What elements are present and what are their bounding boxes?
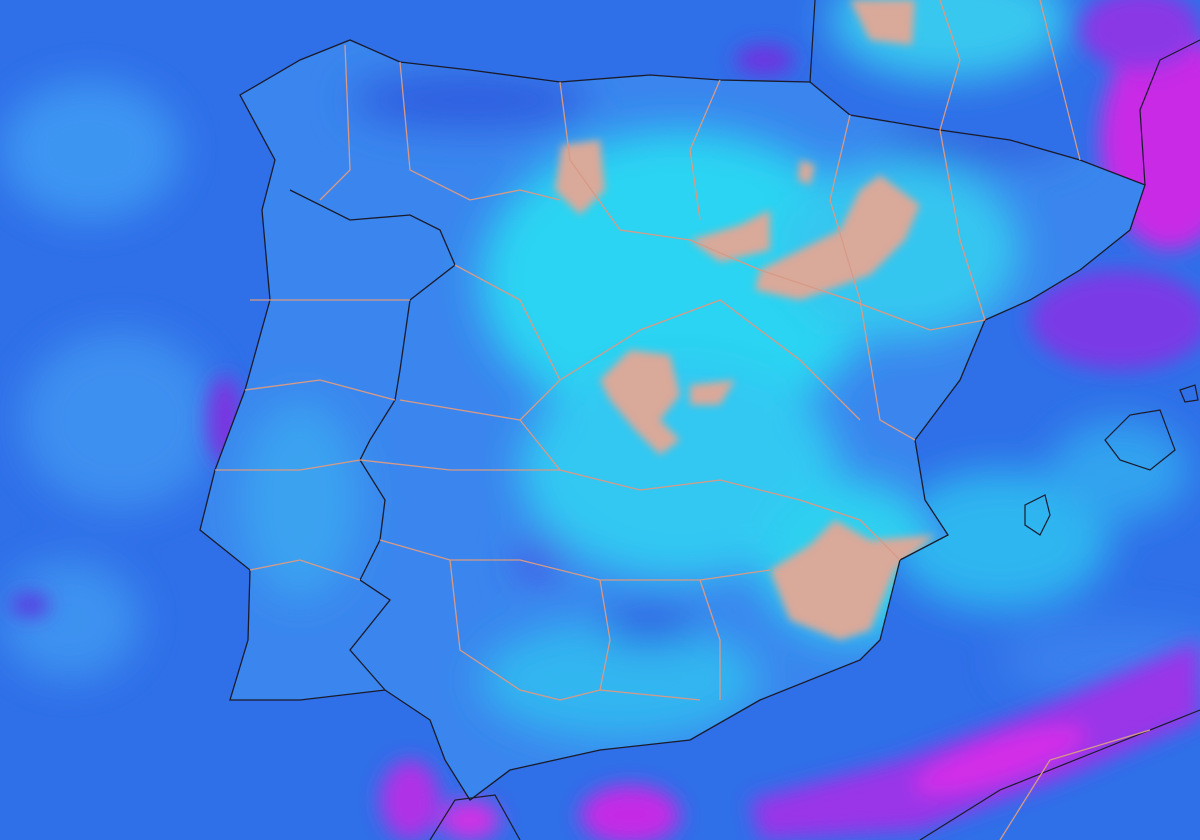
sea-patch — [0, 80, 180, 220]
region-border — [939, 0, 961, 131]
regional-borders — [215, 0, 1151, 840]
island — [1104, 409, 1176, 471]
heavy-area — [1030, 270, 1200, 370]
heavy-area — [914, 726, 1086, 794]
region-border — [559, 299, 861, 421]
land-patch — [350, 70, 590, 130]
region-border — [699, 579, 721, 700]
sea-patch — [0, 560, 140, 680]
sea-patch — [20, 330, 220, 510]
coastline — [1139, 39, 1200, 186]
region-border — [319, 44, 351, 201]
land-patch — [518, 544, 562, 576]
dry-area — [798, 160, 815, 185]
land-patch — [480, 620, 760, 740]
heavy-area — [750, 640, 1200, 840]
heavy-area — [10, 593, 50, 617]
dry-area — [755, 175, 920, 300]
heavy-area — [440, 800, 500, 840]
dry-area — [555, 140, 605, 215]
land-patch — [780, 160, 1020, 340]
heavy-areas — [10, 0, 1200, 840]
region-border — [249, 559, 361, 581]
region-border — [1039, 0, 1081, 161]
island — [1024, 494, 1051, 536]
dry-area — [690, 380, 735, 405]
sea-texture — [0, 0, 1200, 700]
heavy-area — [1080, 0, 1200, 70]
border — [289, 189, 456, 691]
dry-area — [600, 350, 680, 455]
island — [1179, 384, 1199, 403]
region-border — [559, 81, 986, 331]
region-border — [399, 61, 561, 201]
region-border — [215, 459, 361, 471]
heavy-area — [735, 45, 795, 75]
sea-patch — [890, 470, 1110, 610]
region-border — [829, 114, 916, 441]
region-border — [449, 559, 701, 701]
dry-area — [850, 0, 915, 45]
region-border — [999, 729, 1151, 840]
region-border — [599, 579, 611, 691]
region-border — [244, 379, 396, 401]
region-border — [689, 79, 721, 221]
land-patch — [600, 607, 700, 643]
dry-area — [770, 520, 935, 640]
region-border — [379, 539, 771, 581]
coastline — [199, 39, 1146, 801]
heavy-area — [380, 760, 440, 840]
region-border — [359, 459, 560, 471]
coastline — [809, 0, 816, 83]
dry-areas — [555, 140, 935, 640]
heavy-area — [580, 785, 680, 840]
sea-patch — [1050, 420, 1190, 520]
region-border — [939, 129, 986, 321]
coastline — [429, 794, 521, 840]
land-patch — [240, 400, 360, 600]
land-patch — [520, 360, 840, 580]
